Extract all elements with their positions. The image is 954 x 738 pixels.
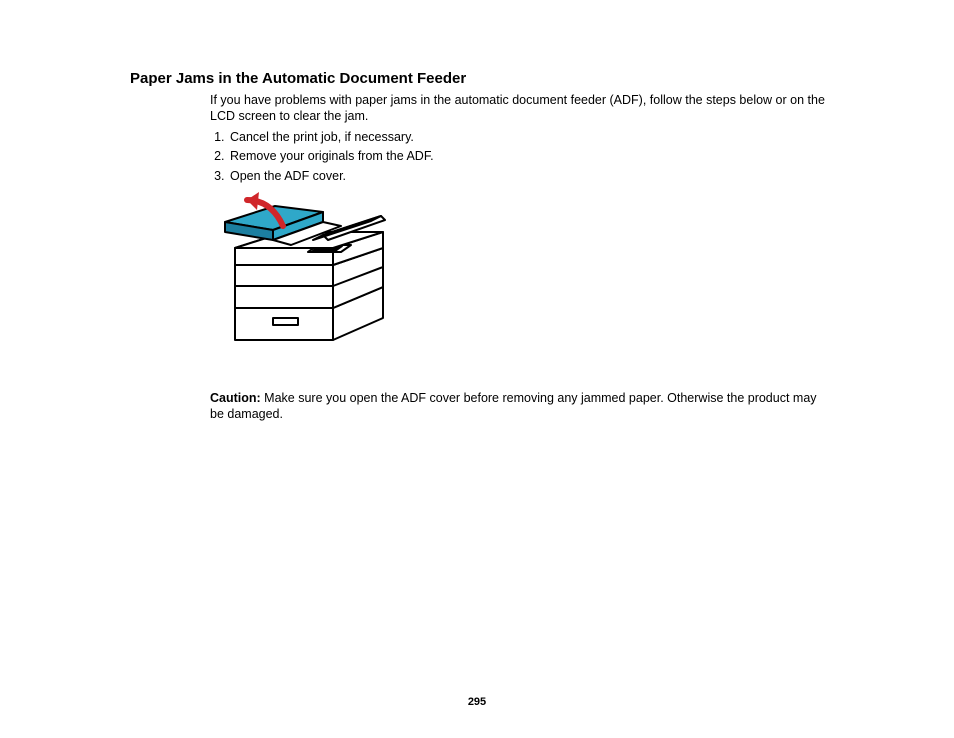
step-item: Open the ADF cover. [228,167,848,186]
intro-paragraph: If you have problems with paper jams in … [210,92,830,125]
printer-illustration [213,190,403,365]
page-heading: Paper Jams in the Automatic Document Fee… [130,70,466,87]
step-item: Remove your originals from the ADF. [228,147,848,166]
document-page: Paper Jams in the Automatic Document Fee… [0,0,954,738]
step-item: Cancel the print job, if necessary. [228,128,848,147]
page-number: 295 [0,696,954,708]
caution-text: Make sure you open the ADF cover before … [210,391,817,421]
caution-note: Caution: Make sure you open the ADF cove… [210,390,830,423]
caution-label: Caution: [210,391,261,405]
step-list: Cancel the print job, if necessary. Remo… [210,128,848,186]
